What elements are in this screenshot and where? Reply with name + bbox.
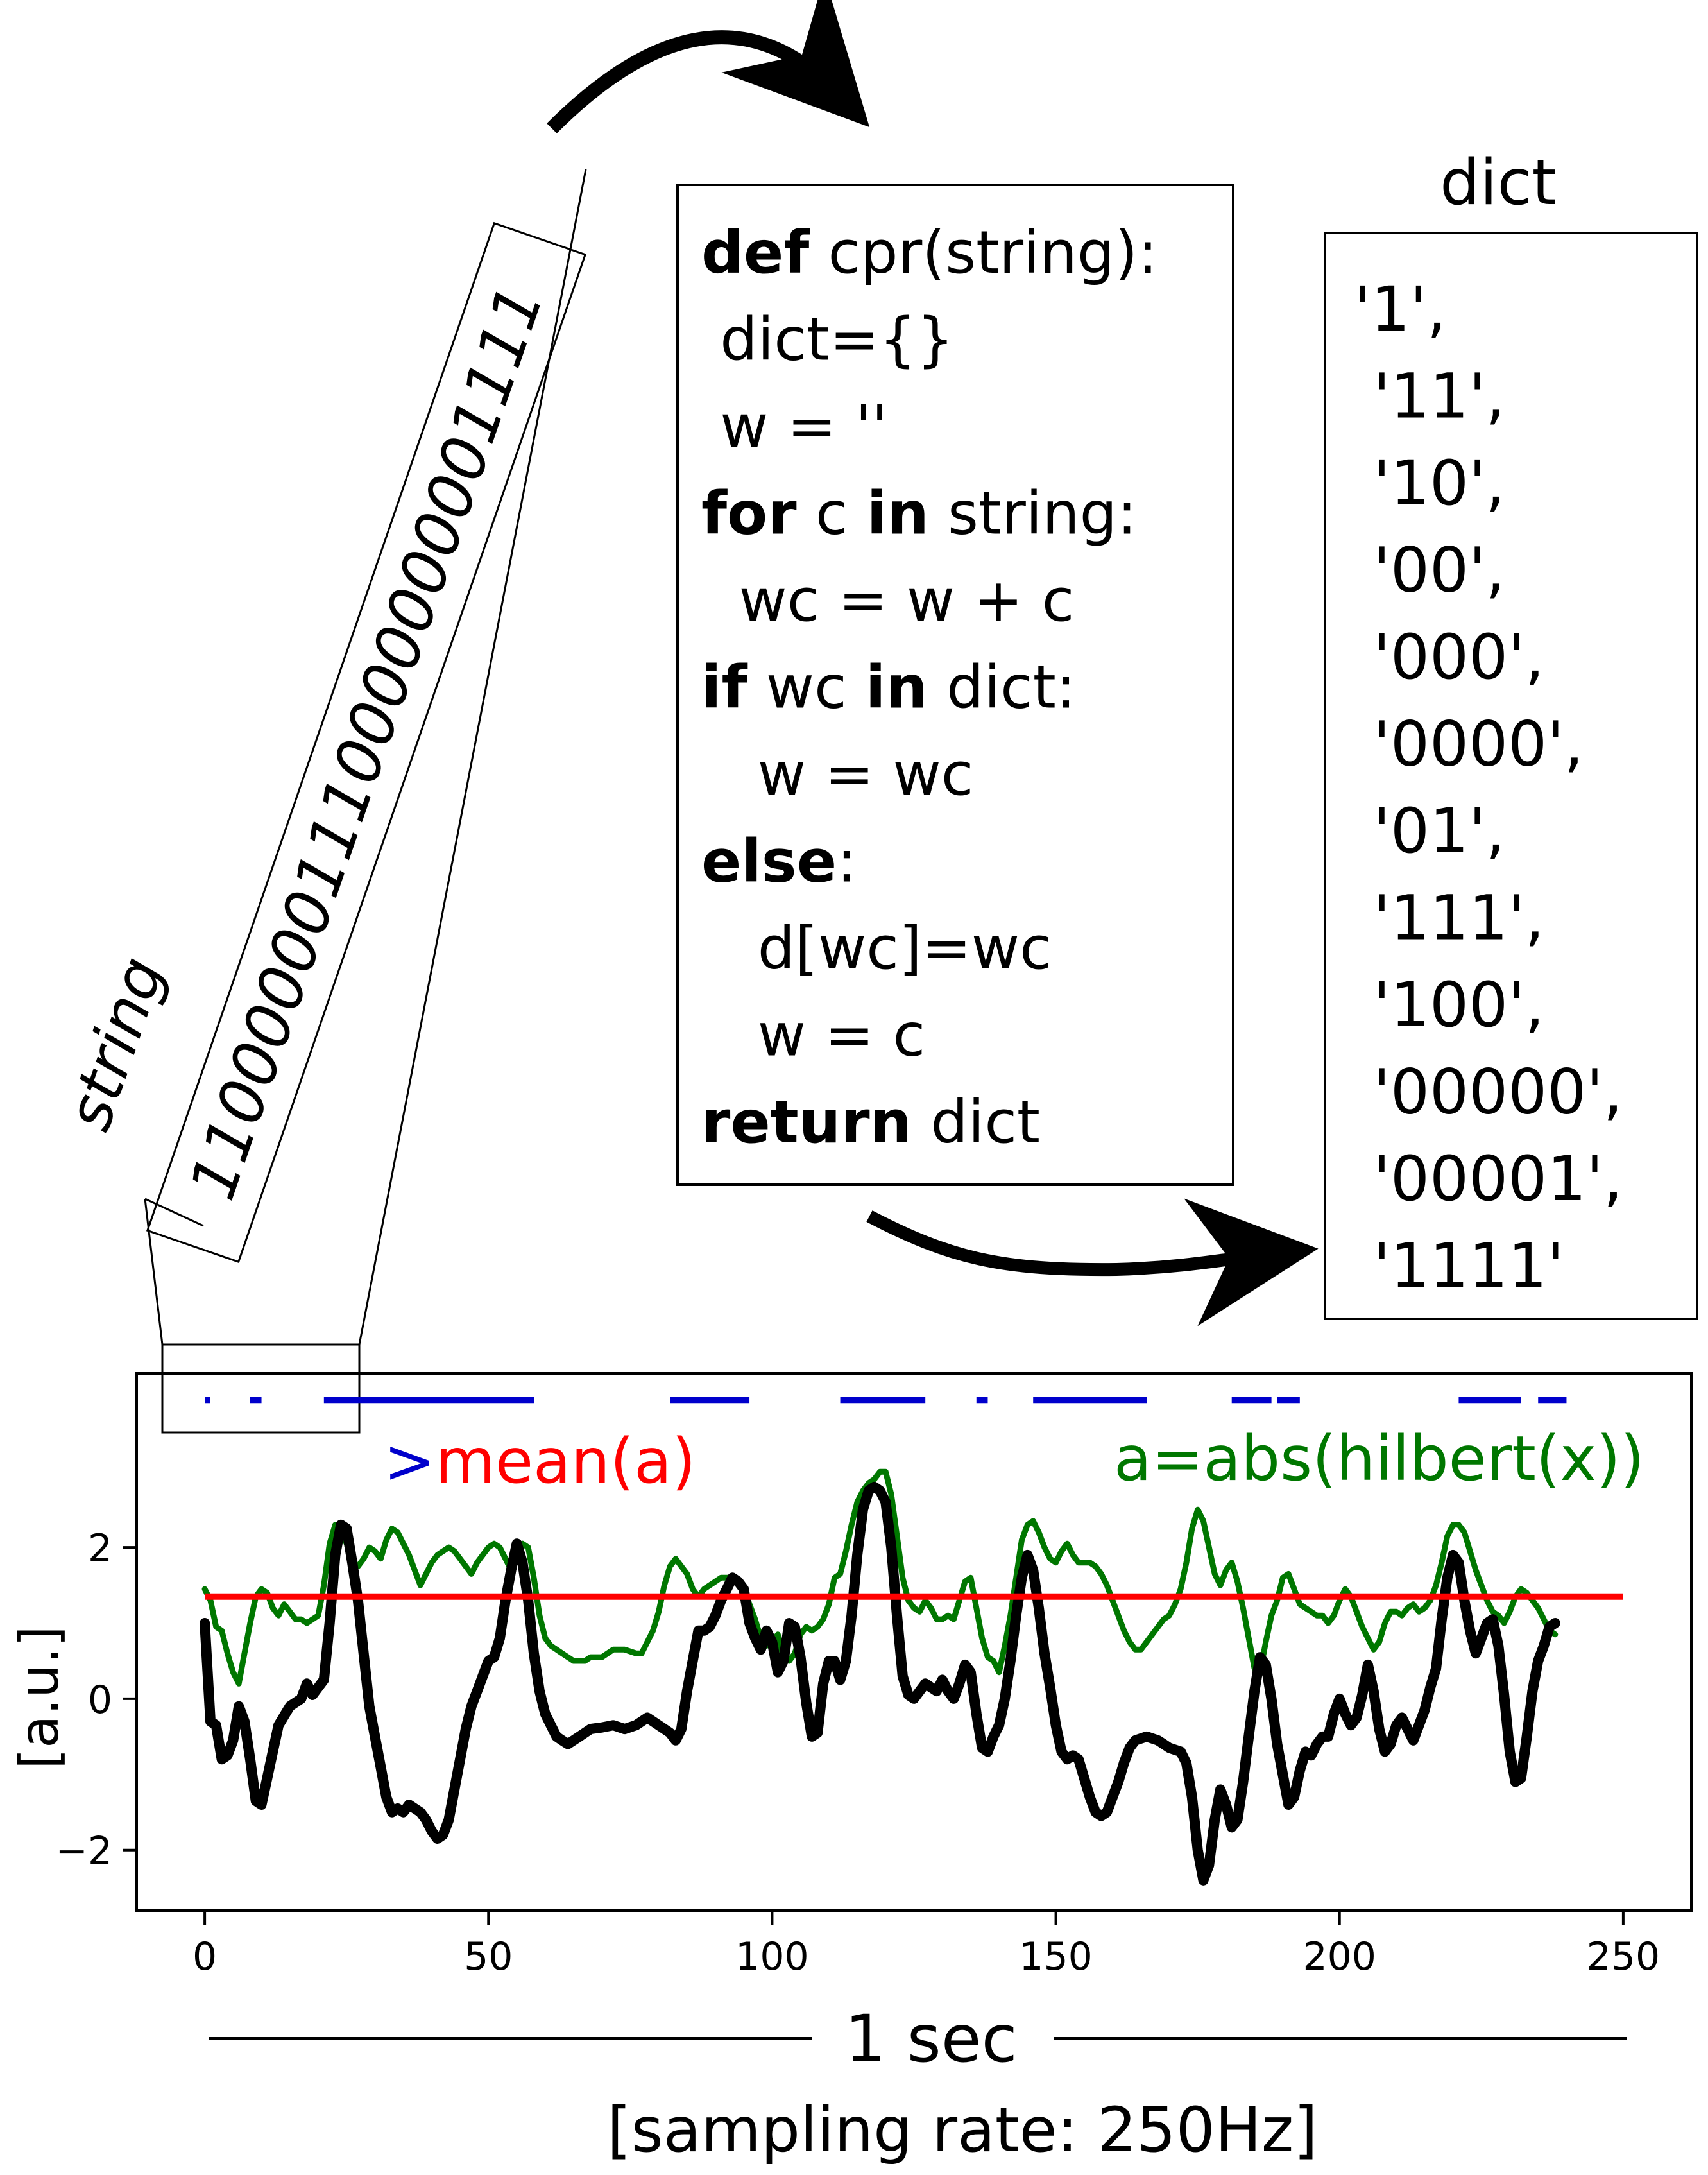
x-axis-sublabel: [sampling rate: 250Hz] xyxy=(607,2094,1318,2166)
zoom-line-right xyxy=(358,169,587,1345)
string-label-group: string xyxy=(53,949,178,1139)
code-line: return dict xyxy=(701,1088,1040,1156)
y-axis-label: [a.u.] xyxy=(8,1626,71,1769)
plot-frame xyxy=(135,1372,1693,1912)
code-line: def cpr(string): xyxy=(701,218,1157,287)
dict-entry: '11', xyxy=(1354,361,1505,433)
arrow-string-to-code xyxy=(547,0,870,133)
x-tick-label: 200 xyxy=(1302,1934,1376,1979)
string-panel: 110000001110000000001111 xyxy=(146,221,587,1264)
legend-envelope: a=abs(hilbert(x)) xyxy=(1114,1423,1644,1495)
series-line-a xyxy=(201,1468,1559,1687)
x-tick-label: 50 xyxy=(464,1934,513,1979)
code-text: dict xyxy=(912,1088,1040,1156)
series-line-x xyxy=(200,1481,1560,1886)
series-group xyxy=(200,1468,1560,1886)
legend-gt: > xyxy=(384,1425,435,1497)
x-ticks: 0 50 100 150 200 250 xyxy=(192,1911,1660,1979)
dict-entry: '1111' xyxy=(1354,1230,1564,1302)
dict-entry: '00', xyxy=(1354,535,1505,606)
code-text: dict={} xyxy=(701,305,954,374)
code-text: c xyxy=(797,479,867,548)
code-keyword: in xyxy=(866,653,928,722)
zoom-rect xyxy=(161,1343,361,1434)
dict-entry: '10', xyxy=(1354,447,1505,519)
dict-entry: '000', xyxy=(1354,621,1544,693)
code-text: dict: xyxy=(928,653,1076,722)
x-tick-label: 250 xyxy=(1587,1934,1661,1979)
legend-threshold: >mean(a) xyxy=(384,1425,696,1497)
arrow-code-to-dict xyxy=(866,1198,1319,1327)
code-text: d[wc]=wc xyxy=(701,914,1052,983)
zoom-line-left-top xyxy=(144,1198,204,1227)
code-keyword: for xyxy=(701,479,797,548)
dict-entry: '100', xyxy=(1354,969,1544,1041)
code-keyword: def xyxy=(701,218,810,287)
dict-title: dict xyxy=(1440,146,1557,219)
code-text: : xyxy=(837,827,857,896)
code-line: w = wc xyxy=(701,740,973,809)
code-text: w = c xyxy=(701,1001,925,1070)
code-text: wc xyxy=(747,653,866,722)
dict-entry: '00000', xyxy=(1354,1056,1623,1128)
code-line: w = c xyxy=(701,1001,925,1070)
x-tick-label: 100 xyxy=(735,1934,809,1979)
code-box xyxy=(676,184,1234,1186)
y-ticks: 2 0 −2 xyxy=(56,1526,137,1874)
code-lines: def cpr(string): dict={} w = '' for c in … xyxy=(701,218,1157,1156)
y-axis-label-group: [a.u.] xyxy=(8,1626,71,1769)
string-label: string xyxy=(53,949,178,1139)
x-tick-label: 0 xyxy=(192,1934,217,1979)
code-line: for c in string: xyxy=(701,479,1137,548)
x-tick-label: 150 xyxy=(1019,1934,1093,1979)
code-line: w = '' xyxy=(701,392,888,461)
code-keyword: else xyxy=(701,827,837,896)
string-box xyxy=(146,221,587,1264)
string-value: 110000001110000000001111 xyxy=(176,277,558,1208)
y-tick-label: 2 xyxy=(88,1526,112,1571)
code-text: wc = w + c xyxy=(701,566,1074,635)
dict-box xyxy=(1324,232,1698,1320)
code-line: if wc in dict: xyxy=(701,653,1076,722)
dict-entry: '111', xyxy=(1354,882,1544,954)
code-text: string: xyxy=(929,479,1137,548)
dict-entry: '1', xyxy=(1354,273,1446,345)
zoom-line-left xyxy=(144,1198,164,1345)
code-line: dict={} xyxy=(701,305,954,374)
legend-mean: mean(a) xyxy=(435,1425,696,1497)
x-axis-label: 1 sec xyxy=(844,2001,1017,2077)
code-line: wc = w + c xyxy=(701,566,1074,635)
code-text: cpr(string): xyxy=(809,218,1157,287)
code-text: w = '' xyxy=(701,392,888,461)
code-keyword: in xyxy=(867,479,929,548)
y-tick-label: 0 xyxy=(88,1678,112,1723)
code-line: d[wc]=wc xyxy=(701,914,1052,983)
code-keyword: if xyxy=(701,653,748,722)
dict-lines: '1', '11', '10', '00', '000', '0000', '0… xyxy=(1354,273,1623,1302)
dict-entry: '00001', xyxy=(1354,1143,1623,1215)
signal-plot: 0 50 100 150 200 250 2 0 −2 >mean(a) a=abs(hilb… xyxy=(8,1372,1693,2166)
code-line: else: xyxy=(701,827,857,896)
code-keyword: return xyxy=(701,1088,912,1156)
code-text: w = wc xyxy=(701,740,973,809)
y-tick-label: −2 xyxy=(56,1829,112,1874)
dict-entry: '01', xyxy=(1354,795,1505,867)
dict-entry: '0000', xyxy=(1354,709,1584,780)
